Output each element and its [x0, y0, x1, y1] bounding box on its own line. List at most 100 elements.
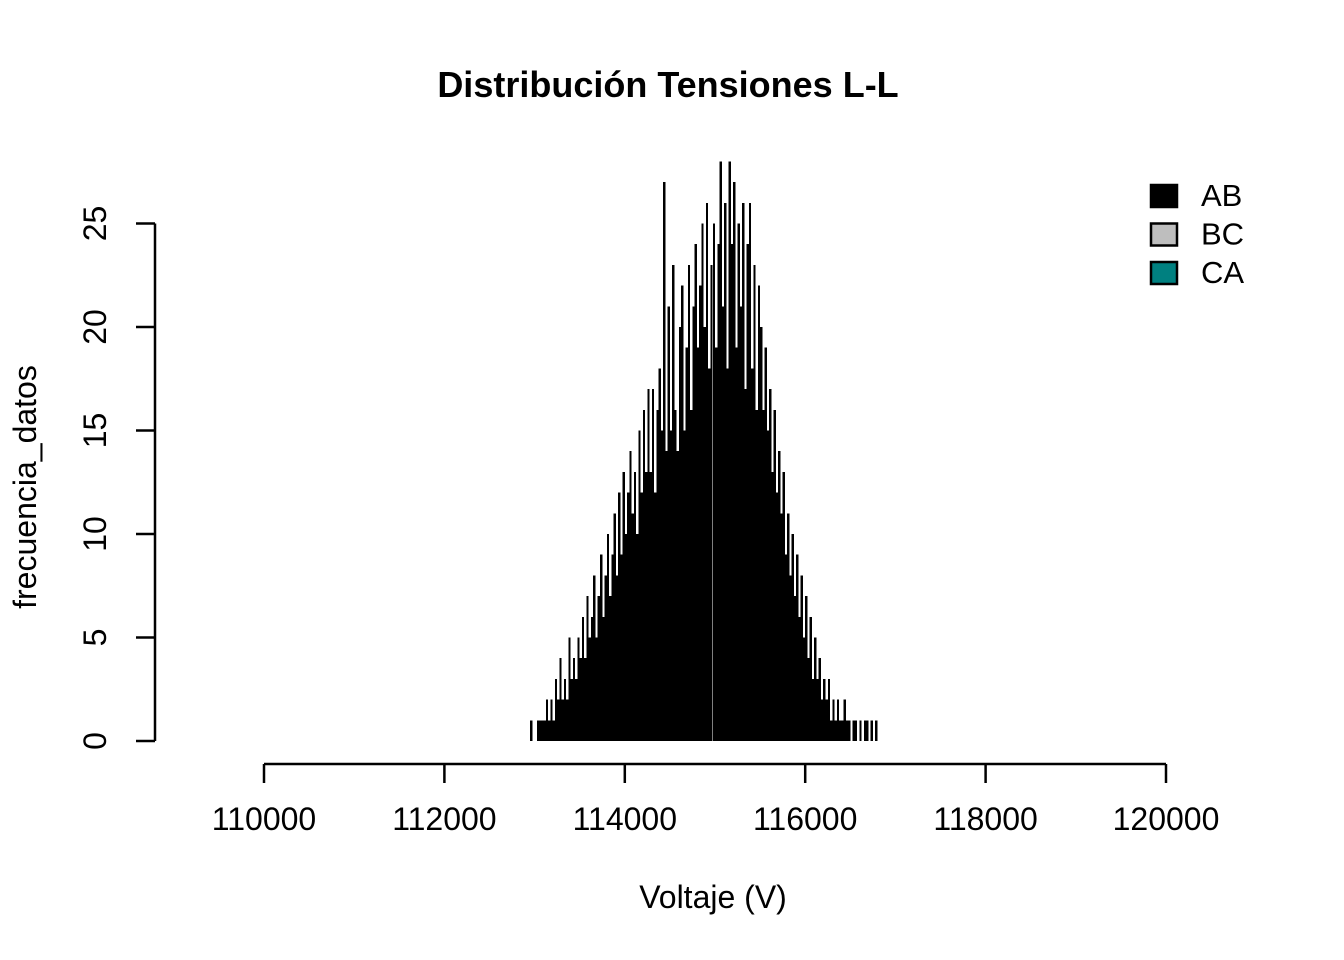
bar: [604, 575, 607, 741]
bar: [730, 244, 734, 741]
bar: [566, 699, 569, 741]
bar: [584, 658, 587, 741]
bar: [545, 699, 549, 741]
x-axis: 110000 112000 114000 116000 118000 120000: [212, 762, 1219, 837]
bar: [800, 575, 803, 741]
bar: [575, 678, 578, 741]
bar: [760, 327, 763, 741]
bar: [676, 451, 679, 741]
bar: [590, 616, 594, 741]
bar: [787, 513, 790, 741]
bar: [672, 264, 675, 741]
bar: [669, 430, 673, 741]
bar: [579, 658, 582, 741]
bar: [796, 554, 799, 741]
bar: [766, 430, 770, 741]
bar: [771, 471, 774, 741]
bar: [568, 637, 571, 741]
bar: [665, 451, 668, 741]
bar: [629, 451, 632, 741]
bar: [660, 430, 664, 741]
bar: [746, 244, 749, 741]
bar: [588, 637, 591, 741]
bar: [559, 658, 562, 741]
bar: [753, 264, 756, 741]
bar: [836, 699, 840, 741]
bar: [690, 409, 693, 741]
bar: [678, 327, 682, 741]
x-tick-label: 112000: [392, 801, 496, 837]
bar: [778, 451, 781, 741]
x-tick-label: 110000: [212, 801, 316, 837]
bar: [687, 264, 691, 741]
bar: [848, 720, 851, 741]
bar: [834, 720, 837, 741]
bar: [715, 347, 718, 741]
bar: [638, 430, 641, 741]
y-tick-label: 25: [77, 206, 113, 242]
bar: [773, 409, 776, 741]
y-tick-label: 10: [77, 516, 113, 552]
bar: [807, 658, 810, 741]
bar: [694, 244, 697, 741]
bar: [572, 658, 576, 741]
bar: [811, 678, 815, 741]
bar: [667, 306, 670, 741]
bar: [645, 471, 648, 741]
histogram-bars: [530, 161, 878, 742]
bar: [818, 658, 821, 741]
bar: [600, 554, 603, 741]
y-axis: 0 5 10 15 20 25: [77, 206, 157, 750]
bar: [618, 492, 621, 741]
bar: [681, 285, 684, 741]
bar: [809, 616, 812, 741]
y-tick-label: 20: [77, 309, 113, 345]
legend-label-ca: CA: [1201, 255, 1244, 290]
bar: [642, 409, 646, 741]
bar: [735, 347, 738, 741]
bar: [789, 575, 792, 741]
bar: [827, 678, 830, 741]
bar: [557, 699, 560, 741]
bar: [613, 513, 616, 741]
bar: [875, 720, 878, 741]
bar: [609, 596, 612, 741]
bar: [839, 720, 842, 741]
bar: [717, 244, 720, 741]
bar: [825, 699, 828, 741]
bar: [586, 596, 589, 741]
bar: [866, 720, 869, 741]
bar: [705, 202, 709, 742]
y-axis-title: frecuencia_datos: [7, 365, 43, 609]
bar: [631, 513, 634, 741]
bar: [742, 202, 745, 742]
bar: [802, 637, 806, 741]
bar: [852, 720, 855, 741]
bar: [775, 492, 779, 741]
bar: [554, 678, 558, 741]
bar: [721, 306, 725, 741]
bar: [755, 409, 758, 741]
bar: [615, 575, 619, 741]
bar: [870, 720, 873, 741]
bar: [552, 720, 555, 741]
bar: [550, 699, 553, 741]
bar: [633, 471, 637, 741]
bar: [663, 182, 666, 742]
bar: [703, 327, 706, 741]
y-tick-label: 0: [77, 732, 113, 750]
y-tick-label: 15: [77, 413, 113, 449]
bar: [699, 285, 702, 741]
bar: [816, 678, 819, 741]
bar: [863, 720, 867, 741]
bar: [744, 389, 747, 741]
bar: [830, 720, 833, 741]
bar: [708, 368, 711, 741]
bar: [647, 389, 650, 741]
bar: [764, 347, 767, 741]
bar: [712, 223, 715, 741]
bar: [791, 534, 794, 741]
